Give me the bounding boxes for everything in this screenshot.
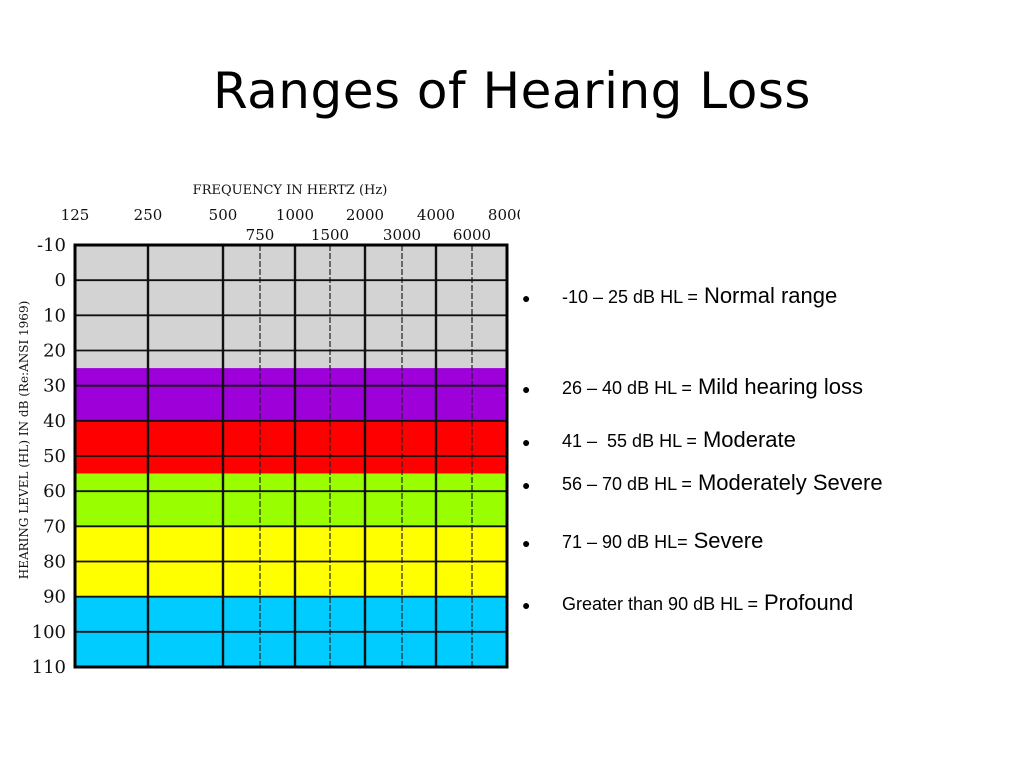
level-label: 10 bbox=[43, 305, 66, 326]
legend-range: 41 – 55 dB HL = bbox=[562, 431, 697, 451]
legend-range: 71 – 90 dB HL= bbox=[562, 532, 688, 552]
legend-range: 26 – 40 dB HL = bbox=[562, 378, 692, 398]
legend-item-mild: ● 26 – 40 dB HL = Mild hearing loss bbox=[522, 374, 864, 399]
frequency-label: 250 bbox=[134, 206, 163, 224]
level-label: 90 bbox=[43, 587, 66, 608]
level-label: 50 bbox=[43, 446, 66, 467]
bullet-icon: ● bbox=[522, 477, 531, 493]
bullet-icon: ● bbox=[522, 434, 531, 450]
legend-label: Moderately Severe bbox=[697, 470, 883, 495]
bullet-icon: ● bbox=[522, 381, 531, 397]
level-label: 20 bbox=[43, 341, 66, 362]
frequency-label: 1500 bbox=[311, 226, 349, 244]
legend-label: Severe bbox=[693, 528, 764, 553]
level-label: 30 bbox=[43, 376, 66, 397]
severity-band-1 bbox=[75, 368, 507, 421]
frequency-label: 6000 bbox=[453, 226, 491, 244]
frequency-label: 4000 bbox=[417, 206, 455, 224]
legend-range: Greater than 90 dB HL = bbox=[562, 594, 758, 614]
frequency-label: 750 bbox=[246, 226, 275, 244]
level-label: 0 bbox=[55, 270, 66, 291]
frequency-axis-title: FREQUENCY IN HERTZ (Hz) bbox=[193, 183, 388, 198]
frequency-label: 8000 bbox=[488, 206, 520, 224]
severity-band-2 bbox=[75, 420, 507, 474]
frequency-label: 500 bbox=[209, 206, 238, 224]
legend-label: Mild hearing loss bbox=[697, 374, 864, 399]
level-label: 40 bbox=[43, 411, 66, 432]
level-label: 110 bbox=[32, 657, 66, 675]
severity-band-3 bbox=[75, 473, 507, 527]
mid-frequency-labels: 750 1500 3000 6000 bbox=[246, 226, 491, 244]
level-label: 100 bbox=[32, 622, 66, 643]
level-axis-title: HEARING LEVEL (HL) IN dB (Re:ANSI 1969) bbox=[17, 301, 31, 580]
frequency-label: 3000 bbox=[383, 226, 421, 244]
audiogram-grid bbox=[73, 243, 509, 669]
top-frequency-labels: 125 250 500 1000 2000 4000 8000 bbox=[61, 206, 520, 224]
level-label: 70 bbox=[43, 516, 66, 537]
level-label: 80 bbox=[43, 552, 66, 573]
legend-item-moderate: ● 41 – 55 dB HL = Moderate bbox=[522, 427, 796, 452]
frequency-label: 1000 bbox=[276, 206, 314, 224]
frequency-label: 2000 bbox=[346, 206, 384, 224]
legend-item-profound: ● Greater than 90 dB HL = Profound bbox=[522, 590, 854, 615]
legend-item-normal: ● -10 – 25 dB HL = Normal range bbox=[522, 283, 838, 308]
level-labels: -10 0 10 20 30 40 50 60 70 80 90 100 110 bbox=[32, 235, 66, 675]
frequency-label: 125 bbox=[61, 206, 90, 224]
level-label: -10 bbox=[37, 235, 66, 256]
bullet-icon: ● bbox=[522, 597, 531, 613]
level-label: 60 bbox=[43, 481, 66, 502]
legend-label: Moderate bbox=[702, 427, 796, 452]
slide-title: Ranges of Hearing Loss bbox=[213, 62, 811, 120]
legend-label: Normal range bbox=[703, 283, 838, 308]
legend-range: 56 – 70 dB HL = bbox=[562, 474, 692, 494]
legend-label: Profound bbox=[763, 590, 854, 615]
legend-range: -10 – 25 dB HL = bbox=[562, 287, 698, 307]
audiogram: FREQUENCY IN HERTZ (Hz) 125 250 500 1000 200… bbox=[17, 183, 520, 675]
grid-frame bbox=[73, 243, 509, 669]
legend-item-moderately-severe: ● 56 – 70 dB HL = Moderately Severe bbox=[522, 470, 883, 495]
bullet-icon: ● bbox=[522, 290, 531, 306]
legend-item-severe: ● 71 – 90 dB HL= Severe bbox=[522, 528, 764, 553]
bullet-icon: ● bbox=[522, 535, 531, 551]
